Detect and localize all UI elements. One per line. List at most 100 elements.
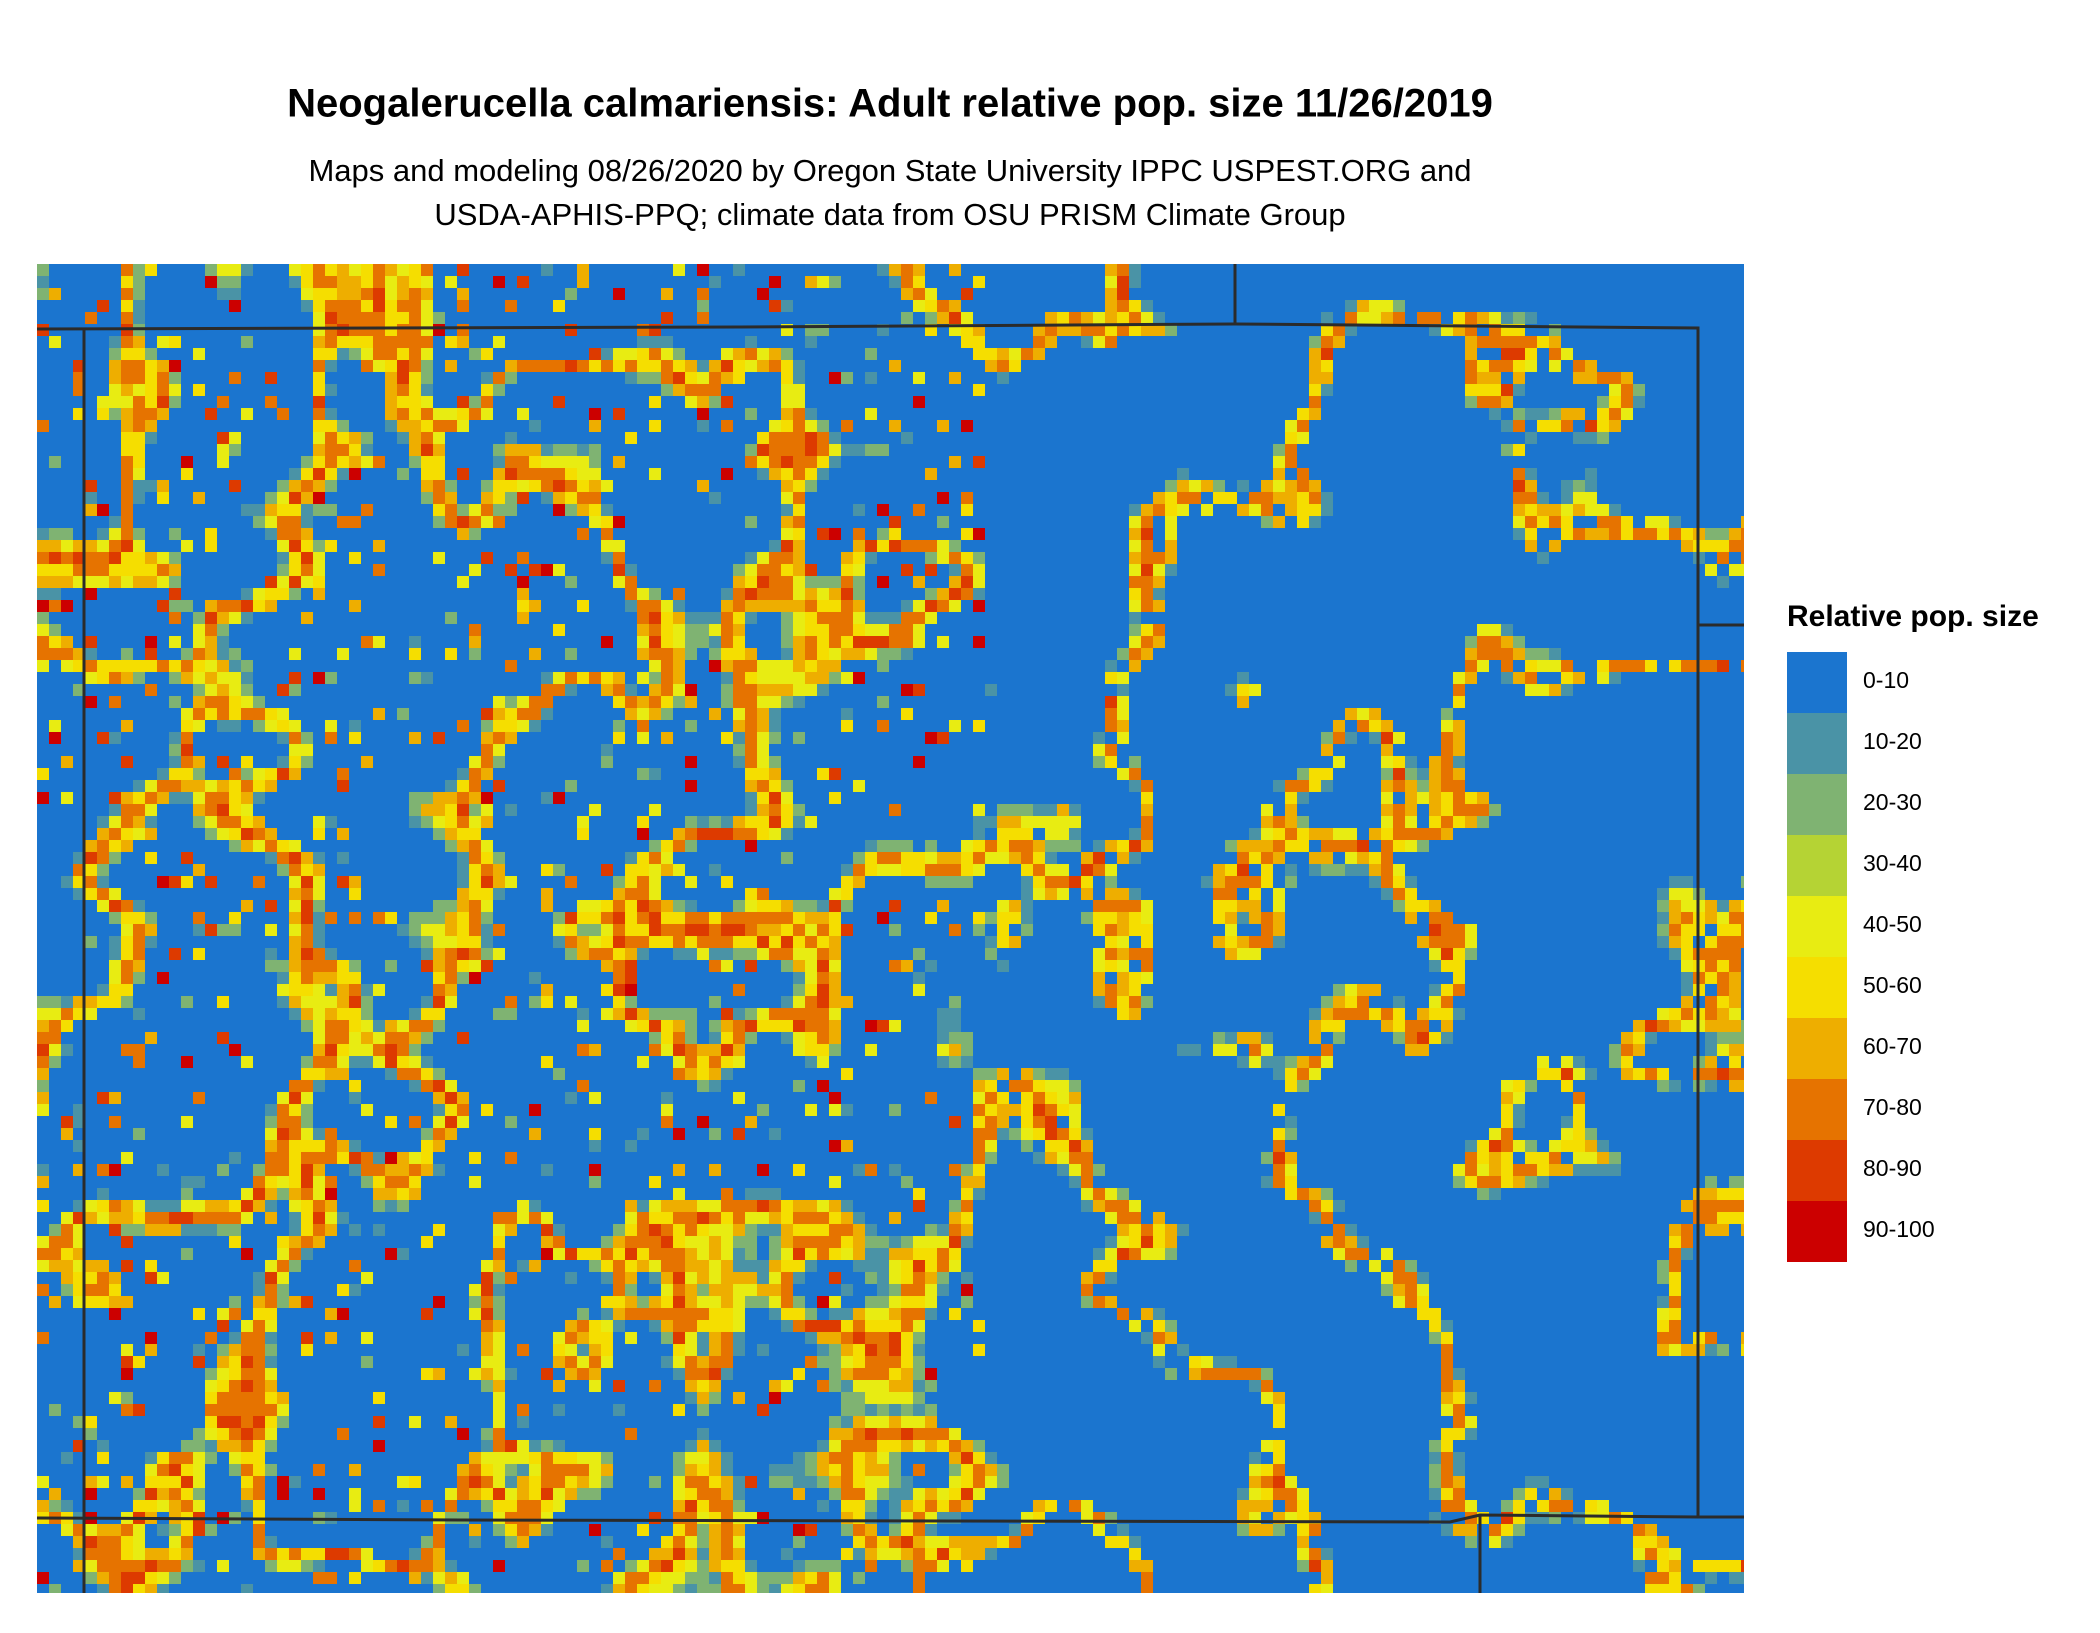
raster-cell: [157, 972, 169, 984]
raster-cell: [661, 936, 673, 948]
raster-cell: [505, 1368, 517, 1380]
raster-cell: [709, 1236, 721, 1248]
raster-cell: [433, 492, 445, 504]
raster-cell: [829, 444, 841, 456]
raster-cell: [865, 552, 877, 564]
raster-cell: [805, 1476, 817, 1488]
raster-cell: [1045, 324, 1057, 336]
raster-cell: [229, 480, 241, 492]
raster-cell: [1129, 972, 1141, 984]
raster-cell: [1525, 516, 1537, 528]
raster-cell: [733, 1572, 745, 1584]
legend-label: 0-10: [1863, 667, 1909, 693]
raster-cell: [1477, 804, 1489, 816]
raster-cell: [1381, 852, 1393, 864]
raster-cell: [853, 1452, 865, 1464]
raster-cell: [781, 1464, 793, 1476]
raster-cell: [325, 720, 337, 732]
raster-cell: [937, 1440, 949, 1452]
raster-cell: [805, 456, 817, 468]
raster-cell: [721, 732, 733, 744]
raster-cell: [1621, 660, 1633, 672]
raster-cell: [1153, 1320, 1165, 1332]
raster-cell: [1561, 516, 1573, 528]
raster-cell: [817, 612, 829, 624]
raster-cell: [277, 540, 289, 552]
raster-cell: [721, 1224, 733, 1236]
raster-cell: [697, 300, 709, 312]
raster-cell: [1117, 984, 1129, 996]
raster-cell: [409, 348, 421, 360]
raster-cell: [745, 732, 757, 744]
raster-cell: [37, 1200, 49, 1212]
raster-cell: [1729, 924, 1741, 936]
raster-cell: [373, 1056, 385, 1068]
raster-cell: [337, 828, 349, 840]
raster-cell: [445, 1116, 457, 1128]
raster-cell: [661, 600, 673, 612]
raster-cell: [1453, 924, 1465, 936]
raster-cell: [1381, 756, 1393, 768]
raster-cell: [361, 264, 373, 276]
raster-cell: [1249, 888, 1261, 900]
raster-cell: [493, 1476, 505, 1488]
raster-cell: [61, 540, 73, 552]
raster-cell: [949, 1500, 961, 1512]
raster-cell: [1057, 1068, 1069, 1080]
raster-cell: [169, 396, 181, 408]
raster-cell: [301, 900, 313, 912]
raster-cell: [97, 1188, 109, 1200]
raster-cell: [205, 1452, 217, 1464]
raster-cell: [649, 612, 661, 624]
raster-cell: [685, 1464, 697, 1476]
raster-cell: [1021, 840, 1033, 852]
raster-cell: [469, 564, 481, 576]
raster-cell: [757, 360, 769, 372]
raster-cell: [1645, 660, 1657, 672]
raster-cell: [469, 408, 481, 420]
raster-cell: [217, 1356, 229, 1368]
raster-cell: [985, 1140, 997, 1152]
raster-cell: [1501, 648, 1513, 660]
raster-cell: [841, 1284, 853, 1296]
raster-cell: [301, 300, 313, 312]
raster-cell: [1021, 1092, 1033, 1104]
raster-cell: [925, 1524, 937, 1536]
raster-cell: [481, 1284, 493, 1296]
raster-cell: [589, 1332, 601, 1344]
raster-cell: [781, 1260, 793, 1272]
raster-cell: [121, 840, 133, 852]
raster-cell: [1093, 756, 1105, 768]
raster-cell: [253, 1548, 265, 1560]
raster-cell: [1537, 1068, 1549, 1080]
raster-cell: [565, 936, 577, 948]
raster-cell: [541, 1236, 553, 1248]
raster-cell: [1105, 312, 1117, 324]
raster-cell: [37, 1248, 49, 1260]
raster-cell: [289, 1548, 301, 1560]
raster-cell: [445, 408, 457, 420]
raster-cell: [205, 1416, 217, 1428]
raster-cell: [1633, 528, 1645, 540]
raster-cell: [313, 1560, 325, 1572]
raster-cell: [1525, 1476, 1537, 1488]
raster-cell: [409, 408, 421, 420]
raster-cell: [1357, 300, 1369, 312]
raster-cell: [241, 1380, 253, 1392]
raster-cell: [949, 1476, 961, 1488]
raster-cell: [877, 1308, 889, 1320]
raster-cell: [277, 852, 289, 864]
raster-cell: [493, 1344, 505, 1356]
raster-cell: [949, 876, 961, 888]
raster-cell: [817, 1356, 829, 1368]
legend-label: 30-40: [1863, 850, 1922, 876]
raster-cell: [1477, 816, 1489, 828]
raster-cell: [433, 1560, 445, 1572]
raster-cell: [265, 1296, 277, 1308]
raster-cell: [733, 912, 745, 924]
raster-cell: [133, 960, 145, 972]
raster-cell: [1681, 912, 1693, 924]
raster-cell: [721, 1512, 733, 1524]
raster-cell: [661, 864, 673, 876]
raster-cell: [685, 1056, 697, 1068]
